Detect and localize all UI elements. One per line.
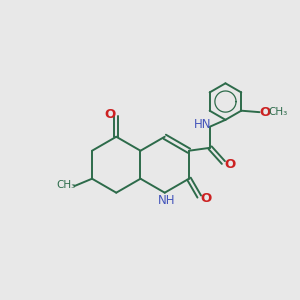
Text: O: O — [200, 191, 212, 205]
Text: O: O — [224, 158, 236, 171]
Text: CH₃: CH₃ — [268, 106, 287, 117]
Text: CH₃: CH₃ — [56, 181, 75, 190]
Text: O: O — [259, 106, 270, 119]
Text: HN: HN — [194, 118, 211, 131]
Text: NH: NH — [158, 194, 175, 207]
Text: O: O — [104, 108, 116, 121]
